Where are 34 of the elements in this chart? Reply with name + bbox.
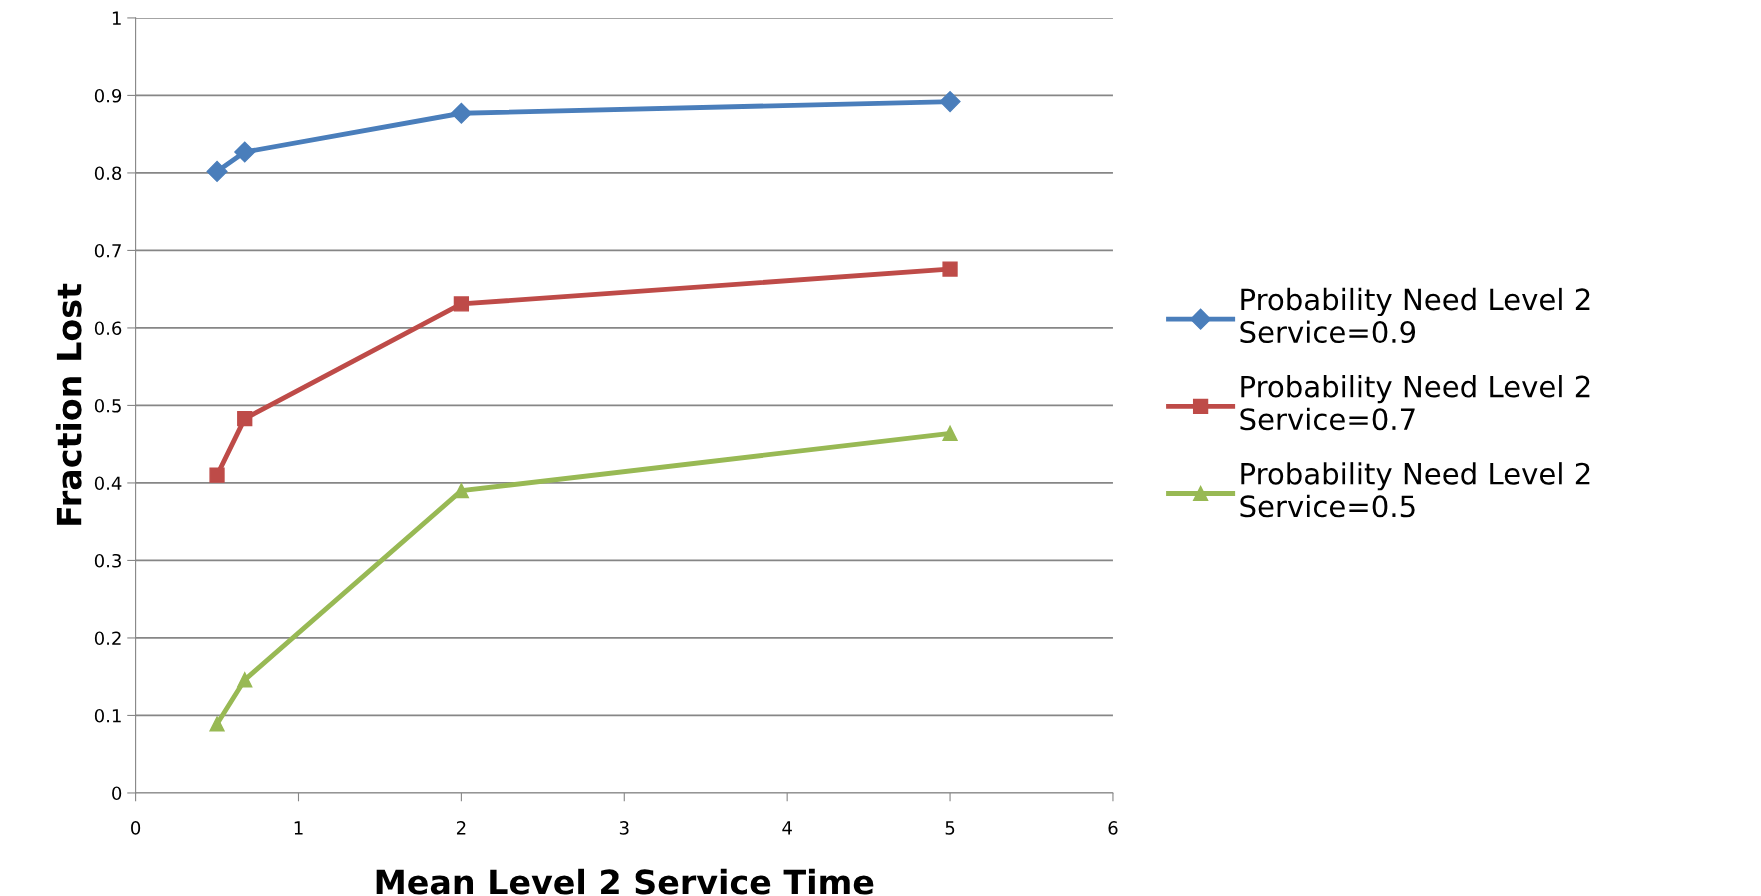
x-tick-label: 0	[131, 821, 141, 835]
y-tick-label: 0.8	[94, 166, 122, 181]
y-tick-label: 0.6	[94, 321, 122, 336]
y-tick-label: 0.2	[94, 631, 121, 646]
point	[209, 467, 225, 483]
y-tick-label: 0.1	[94, 708, 121, 723]
point	[237, 410, 253, 427]
y-tick-label: 0.9	[94, 88, 122, 103]
point	[237, 672, 253, 688]
x-axis-title: Mean Level 2 Service Time	[376, 868, 874, 895]
legend-label: Probability Need Level 2 Service=0.5	[1240, 462, 1590, 518]
point	[209, 716, 225, 732]
point	[942, 425, 958, 441]
point	[942, 261, 958, 277]
x-tick-label: 1	[294, 821, 303, 835]
x-tick-label: 6	[1108, 821, 1118, 835]
point	[939, 91, 961, 113]
y-tick-label: 0.4	[94, 476, 122, 491]
point	[234, 141, 256, 163]
y-tick-label: 0.3	[94, 553, 121, 568]
y-tick-label: 0.5	[94, 398, 121, 413]
legend-label: Probability Need Level 2 Service=0.7	[1240, 375, 1590, 431]
point	[450, 102, 472, 124]
x-tick-label: 2	[456, 821, 466, 835]
legend-label: Probability Need Level 2 Service=0.9	[1240, 287, 1590, 344]
x-tick-label: 5	[945, 821, 955, 835]
x-tick-label: 4	[782, 821, 792, 835]
y-tick-label: 1	[112, 11, 121, 25]
y-tick-label: 0.7	[94, 243, 121, 258]
y-tick-label: 0	[112, 786, 122, 801]
point	[206, 160, 228, 182]
point	[453, 296, 470, 312]
x-tick-label: 3	[619, 821, 629, 835]
y-axis-title: Fraction Lost	[55, 283, 82, 525]
